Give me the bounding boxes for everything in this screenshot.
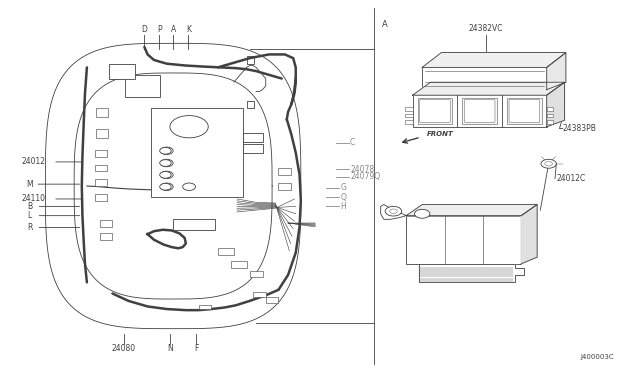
Text: 24080: 24080 — [112, 344, 136, 353]
Bar — [151, 108, 243, 197]
Circle shape — [541, 159, 556, 168]
Circle shape — [170, 116, 208, 138]
FancyBboxPatch shape — [465, 99, 495, 123]
Bar — [246, 56, 254, 64]
Bar — [95, 194, 107, 201]
Bar — [507, 98, 541, 124]
Bar — [97, 129, 108, 138]
Bar — [413, 95, 547, 127]
Text: FRONT: FRONT — [428, 131, 454, 137]
Text: 24012: 24012 — [21, 157, 45, 166]
Text: 24078: 24078 — [350, 165, 374, 174]
Bar — [97, 108, 108, 118]
Text: R: R — [28, 223, 33, 232]
Circle shape — [160, 183, 172, 190]
Bar — [253, 292, 266, 297]
Bar — [109, 64, 135, 78]
Text: 24382VC: 24382VC — [468, 24, 503, 33]
Circle shape — [390, 209, 397, 214]
Bar — [173, 219, 214, 231]
Bar — [125, 75, 161, 97]
Circle shape — [160, 147, 172, 154]
Polygon shape — [381, 205, 406, 219]
Text: L: L — [28, 211, 32, 220]
Circle shape — [385, 206, 402, 216]
Bar — [405, 108, 413, 111]
Polygon shape — [547, 82, 564, 127]
Text: H: H — [340, 202, 346, 211]
FancyBboxPatch shape — [420, 99, 451, 123]
Bar — [266, 297, 278, 303]
Bar — [406, 216, 521, 264]
FancyBboxPatch shape — [509, 99, 540, 123]
Bar — [243, 144, 262, 153]
Circle shape — [545, 161, 552, 166]
Circle shape — [182, 183, 195, 190]
Bar — [463, 98, 497, 124]
Text: B: B — [28, 202, 33, 211]
Text: G: G — [340, 183, 346, 192]
Circle shape — [415, 209, 430, 218]
Text: A: A — [382, 20, 388, 29]
Text: 24110: 24110 — [21, 195, 45, 203]
Polygon shape — [413, 82, 564, 95]
Text: 24383PB: 24383PB — [563, 124, 596, 133]
Bar — [246, 101, 254, 108]
Text: K: K — [186, 25, 191, 34]
Text: J400003C: J400003C — [580, 354, 614, 360]
Circle shape — [161, 159, 173, 167]
Bar — [198, 305, 211, 309]
Circle shape — [161, 183, 173, 190]
Bar — [547, 114, 553, 118]
Bar — [418, 98, 452, 124]
Bar — [405, 120, 413, 124]
Polygon shape — [521, 205, 537, 264]
Bar — [218, 248, 234, 254]
Text: 24012C: 24012C — [556, 174, 586, 183]
Polygon shape — [419, 264, 524, 282]
Circle shape — [161, 171, 173, 179]
Text: A: A — [170, 25, 176, 34]
Circle shape — [160, 160, 172, 166]
Polygon shape — [422, 52, 566, 67]
Bar — [243, 134, 262, 141]
Text: 24382VB: 24382VB — [444, 253, 477, 262]
Bar — [422, 67, 547, 90]
Bar — [547, 108, 553, 111]
Bar — [250, 271, 262, 277]
Text: P: P — [157, 25, 161, 34]
Text: Q: Q — [340, 193, 346, 202]
Bar — [278, 183, 291, 190]
Text: N: N — [167, 344, 173, 353]
Text: F: F — [194, 344, 198, 353]
Circle shape — [160, 171, 172, 178]
Circle shape — [161, 147, 173, 154]
Bar — [100, 233, 113, 240]
Bar — [278, 168, 291, 175]
Text: D: D — [141, 25, 147, 34]
Bar — [230, 261, 246, 267]
Polygon shape — [406, 205, 537, 216]
Text: C: C — [350, 138, 355, 147]
Bar — [95, 150, 107, 157]
Text: 24079Q: 24079Q — [350, 172, 380, 181]
Bar — [95, 164, 107, 171]
Bar — [100, 220, 113, 227]
Bar — [405, 114, 413, 118]
Bar — [547, 120, 553, 124]
Text: M: M — [26, 180, 33, 189]
Bar — [95, 179, 107, 186]
Polygon shape — [547, 52, 566, 90]
